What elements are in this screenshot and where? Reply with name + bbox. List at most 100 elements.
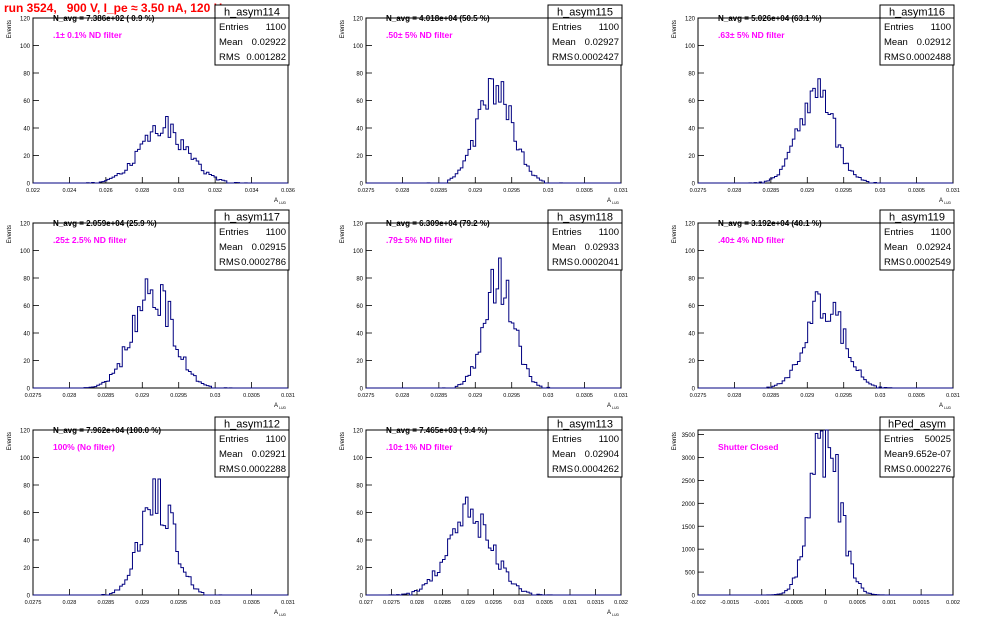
- stats-label: Mean: [552, 242, 576, 253]
- x-tick-label: 0.0305: [908, 393, 925, 399]
- histogram-panel: 0 20 40 60 80 100 120 0.0275 0.028 0.0285 0.029 0.0…: [672, 4, 960, 205]
- stats-label: RMS: [219, 52, 240, 63]
- histogram-panel: 0 20 40 60 80 100 120 0.022 0.024 0.026 0.028 0.03 0…: [7, 4, 295, 205]
- stats-value: 0.02933: [585, 242, 619, 253]
- y-tick-label: 120: [353, 17, 364, 23]
- filter-annotation: .1± 0.1% ND filter: [53, 30, 123, 40]
- x-tick-label: 0.0285: [434, 600, 451, 606]
- stats-label: RMS: [884, 464, 905, 475]
- x-tick-label: 0.031: [281, 393, 295, 399]
- y-tick-label: 40: [356, 127, 363, 133]
- y-axis-label: Events: [7, 225, 13, 243]
- y-tick-label: 60: [356, 304, 363, 310]
- histogram-line: [698, 291, 953, 389]
- filter-annotation: .40± 4% ND filter: [718, 235, 785, 245]
- histogram-line: [698, 429, 953, 596]
- y-tick-label: 2000: [682, 502, 696, 508]
- stats-value: 1100: [599, 22, 619, 33]
- y-tick-label: 120: [353, 222, 364, 228]
- x-tick-label: 0.0305: [576, 393, 593, 399]
- stats-label: RMS: [219, 257, 240, 268]
- x-tick-label: 0.0285: [97, 600, 114, 606]
- y-tick-label: 60: [688, 304, 695, 310]
- y-tick-label: 80: [23, 277, 30, 283]
- histogram-panel: 0 20 40 60 80 100 120 0.0275 0.028 0.0285 0.029 0.0…: [7, 416, 295, 617]
- stats-value: 0.02921: [252, 449, 286, 460]
- y-tick-label: 0: [27, 387, 31, 393]
- y-tick-label: 20: [688, 154, 695, 160]
- x-tick-label: 0.031: [946, 393, 960, 399]
- stats-box: [879, 17, 955, 66]
- histogram-title: h_asym116: [889, 7, 945, 19]
- stats-label: Mean: [219, 449, 243, 460]
- y-tick-label: 80: [23, 484, 30, 490]
- y-tick-label: 0: [27, 594, 31, 600]
- x-tick-label: 0.028: [63, 600, 77, 606]
- x-tick-label: 0.0275: [25, 600, 42, 606]
- y-tick-label: 20: [23, 566, 30, 572]
- y-tick-label: 500: [685, 571, 696, 577]
- stats-value: 1100: [599, 227, 619, 238]
- x-tick-label: 0.0295: [503, 393, 520, 399]
- x-axis-label-subscript: LUD: [279, 406, 286, 410]
- x-tick-label: 0.0285: [430, 393, 447, 399]
- stats-label: Entries: [884, 22, 914, 33]
- navg-label: N_avg = 7.386e+02 ( 0.9 %): [53, 14, 155, 23]
- stats-box: [547, 17, 623, 66]
- histogram-title: hPed_asym: [888, 419, 946, 431]
- filter-annotation: 100% (No filter): [53, 442, 115, 452]
- histogram-panel: 0 20 40 60 80 100 120 0.0275 0.028 0.0285 0.029 0.0…: [672, 209, 960, 410]
- x-tick-label: 0.0285: [762, 188, 779, 194]
- y-tick-label: 20: [356, 154, 363, 160]
- stats-label: RMS: [552, 257, 573, 268]
- stats-label: Entries: [884, 227, 914, 238]
- x-tick-label: 0.03: [543, 393, 554, 399]
- y-tick-label: 100: [685, 44, 696, 50]
- stats-value: 50025: [925, 434, 951, 445]
- stats-box: [547, 429, 623, 478]
- x-tick-label: 0.032: [208, 188, 222, 194]
- x-tick-label: 0.0295: [503, 188, 520, 194]
- navg-label: N_avg = 7.962e+04 (100.0 %): [53, 426, 161, 435]
- histogram-title: h_asym115: [557, 7, 613, 19]
- x-tick-label: 0.022: [26, 188, 40, 194]
- filter-annotation: .79± 5% ND filter: [386, 235, 453, 245]
- stats-label: Mean: [884, 449, 908, 460]
- stats-value: 0.0002786: [241, 257, 286, 268]
- x-tick-label: 0.0285: [430, 188, 447, 194]
- stats-value: 1100: [931, 227, 951, 238]
- x-tick-label: 0: [824, 600, 827, 606]
- stats-value: 0.02915: [252, 242, 286, 253]
- y-tick-label: 100: [353, 44, 364, 50]
- x-axis-label-subscript: LUD: [612, 613, 619, 617]
- x-tick-label: 0.0275: [25, 393, 42, 399]
- x-tick-label: 0.028: [396, 188, 410, 194]
- histogram-title: h_asym114: [224, 7, 280, 19]
- y-tick-label: 0: [692, 182, 696, 188]
- stats-box: [214, 429, 290, 478]
- x-tick-label: 0.026: [99, 188, 113, 194]
- x-tick-label: 0.028: [410, 600, 424, 606]
- stats-label: RMS: [552, 464, 573, 475]
- y-axis-label: Events: [7, 432, 13, 450]
- y-axis-label: Events: [672, 20, 678, 38]
- stats-value: 0.0002041: [574, 257, 619, 268]
- x-tick-label: 0.0315: [587, 600, 604, 606]
- navg-label: N_avg = 6.309e+04 (79.2 %): [386, 219, 490, 228]
- x-tick-label: 0.0005: [849, 600, 866, 606]
- y-tick-label: 100: [685, 249, 696, 255]
- x-tick-label: 0.029: [468, 393, 482, 399]
- x-tick-label: 0.031: [614, 188, 628, 194]
- stats-value: 0.0004262: [574, 464, 619, 475]
- y-tick-label: 40: [23, 539, 30, 545]
- stats-value: 0.02912: [917, 37, 951, 48]
- x-tick-label: 0.03: [875, 393, 886, 399]
- stats-value: 1100: [266, 227, 286, 238]
- x-axis-label-subscript: LUD: [279, 613, 286, 617]
- x-tick-label: 0.03: [210, 600, 221, 606]
- stats-label: RMS: [884, 257, 905, 268]
- x-tick-label: 0.029: [800, 188, 814, 194]
- y-tick-label: 40: [23, 127, 30, 133]
- x-tick-label: 0.03: [210, 393, 221, 399]
- histogram-panel: 0 500 1000 1500 2000 2500 3000 3500 -0.002 -0.001…: [672, 416, 960, 606]
